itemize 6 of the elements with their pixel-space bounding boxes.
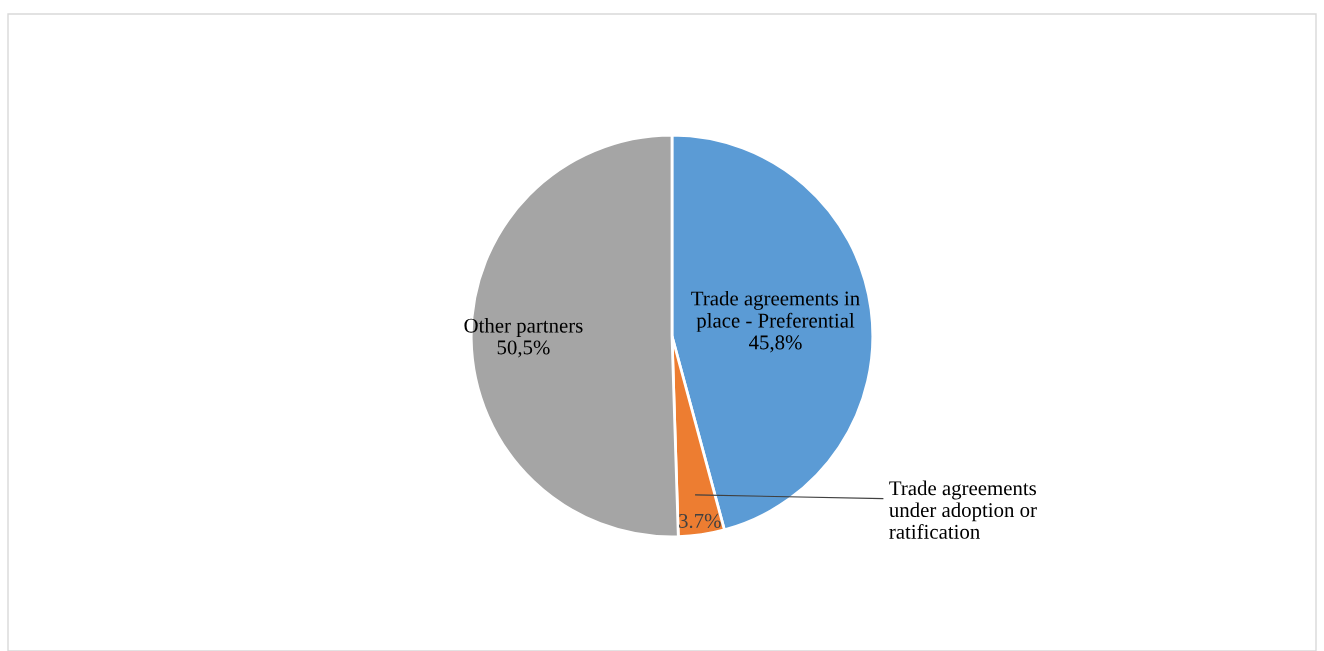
data-label: 45,8% <box>749 335 802 353</box>
slice-label: Trade agreements in place - Preferential <box>691 290 860 332</box>
slice-label: Trade agreements under adoption or ratification <box>889 480 1037 539</box>
data-label: 50,5% <box>497 340 550 358</box>
slice-label: Other partners <box>464 318 583 337</box>
data-label: 3.7% <box>679 513 721 528</box>
